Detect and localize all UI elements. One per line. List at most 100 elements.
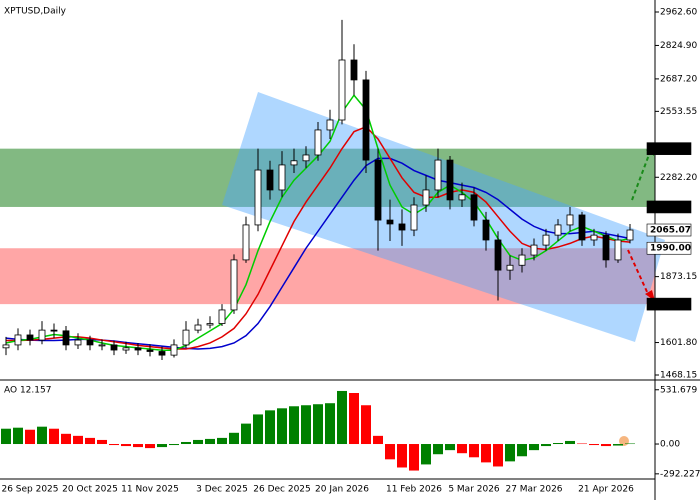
candle-body xyxy=(434,159,442,191)
ao-bar xyxy=(277,408,287,445)
candle-body xyxy=(362,79,370,161)
ao-bar xyxy=(229,432,239,445)
candle-body xyxy=(170,344,178,356)
y-tick-label: 1468.15 xyxy=(660,371,697,381)
plot-layer xyxy=(2,19,634,360)
ao-bar xyxy=(577,443,587,445)
ao-bar xyxy=(433,444,443,455)
ao-bar xyxy=(37,426,47,445)
candle-body xyxy=(38,329,46,341)
level-label: 1990.00 xyxy=(650,244,691,254)
ao-bar xyxy=(265,410,275,445)
candle-body xyxy=(386,219,394,225)
ao-bar xyxy=(301,405,311,445)
level-label: 2400.00 xyxy=(650,144,691,154)
candle-body xyxy=(590,234,598,241)
ao-bar xyxy=(145,444,155,449)
ao-bar xyxy=(481,444,491,463)
ao-bar xyxy=(505,444,515,462)
ao-bar xyxy=(133,444,143,448)
y-tick-label: 531.679 xyxy=(660,385,697,395)
bullish-arrow xyxy=(631,151,651,201)
ao-bar xyxy=(85,437,95,445)
ao-bar xyxy=(613,444,623,446)
ao-bar xyxy=(25,429,35,445)
candle-body xyxy=(74,339,82,346)
y-tick-label: -292.227 xyxy=(660,469,700,479)
bearish-arrow xyxy=(627,249,649,295)
zone-layer xyxy=(0,148,655,305)
price-zone xyxy=(0,148,655,207)
ao-highlight xyxy=(619,436,629,446)
candle-body xyxy=(602,234,610,261)
candle-body xyxy=(326,119,334,131)
ao-bar xyxy=(529,444,539,451)
y-tick-label: 2553.55 xyxy=(660,107,697,117)
candle-body xyxy=(218,309,226,324)
ao-bar xyxy=(445,444,455,451)
ao-bar xyxy=(253,414,263,445)
candle-body xyxy=(422,189,430,206)
alligator-line xyxy=(6,125,631,350)
x-tick-label: 21 Apr 2026 xyxy=(578,485,634,495)
candle-body xyxy=(14,334,22,346)
x-tick-label: 26 Sep 2025 xyxy=(1,485,58,495)
y-tick-label: 1873.15 xyxy=(660,272,697,282)
candle-body xyxy=(554,224,562,236)
level-label-box xyxy=(646,142,692,155)
candle-body xyxy=(182,329,190,346)
ao-bar xyxy=(397,444,407,468)
ao-bar xyxy=(157,444,167,448)
price-channel xyxy=(222,92,665,342)
x-tick-label: 20 Jan 2026 xyxy=(315,485,369,495)
x-tick-label: 27 Mar 2026 xyxy=(505,485,562,495)
candle-body xyxy=(470,194,478,221)
candle-body xyxy=(86,339,94,346)
candle-body xyxy=(374,159,382,221)
ao-bar xyxy=(337,390,347,445)
ao-bar xyxy=(553,443,563,445)
candle-body xyxy=(506,264,514,271)
ao-bar xyxy=(97,439,107,445)
ao-bar xyxy=(49,428,59,445)
price-zone xyxy=(0,248,655,305)
candle-body xyxy=(290,160,298,166)
candle-body xyxy=(482,219,490,241)
ao-bar xyxy=(61,433,71,445)
x-tick-label: 5 Mar 2026 xyxy=(448,485,500,495)
candle-body xyxy=(410,204,418,231)
chart-title: XPTUSD,Daily xyxy=(4,7,67,17)
ao-bar xyxy=(169,444,179,446)
candle-body xyxy=(530,244,538,256)
ao-bar xyxy=(217,437,227,445)
ao-bar xyxy=(373,435,383,445)
ao-bar xyxy=(493,444,503,467)
candle-body xyxy=(566,214,574,226)
candle-body xyxy=(230,259,238,311)
ao-bar xyxy=(205,438,215,445)
candle-body xyxy=(458,194,466,201)
y-tick-label: 2962.60 xyxy=(660,7,697,17)
candle-body xyxy=(494,239,502,271)
y-tick-label: 2687.20 xyxy=(660,74,697,84)
candle-body xyxy=(134,347,142,351)
x-tick-label: 3 Dec 2025 xyxy=(196,485,248,495)
candle-body xyxy=(206,323,214,326)
candle-body xyxy=(242,224,250,261)
candle-body xyxy=(254,169,262,226)
ao-bar xyxy=(517,444,527,457)
candle-body xyxy=(302,154,310,162)
ao-bar xyxy=(565,440,575,445)
ao-bar xyxy=(193,439,203,445)
ao-bar xyxy=(457,444,467,454)
y-tick-label: 1601.80 xyxy=(660,338,697,348)
candle-body xyxy=(146,349,154,352)
ao-bar xyxy=(181,441,191,445)
candle-body xyxy=(110,344,118,351)
level-label-box xyxy=(646,297,692,311)
y-tick-label: 0.00 xyxy=(660,440,680,450)
candle-body xyxy=(194,324,202,331)
level-label: 2160.00 xyxy=(650,202,691,212)
ao-bar xyxy=(109,444,119,446)
